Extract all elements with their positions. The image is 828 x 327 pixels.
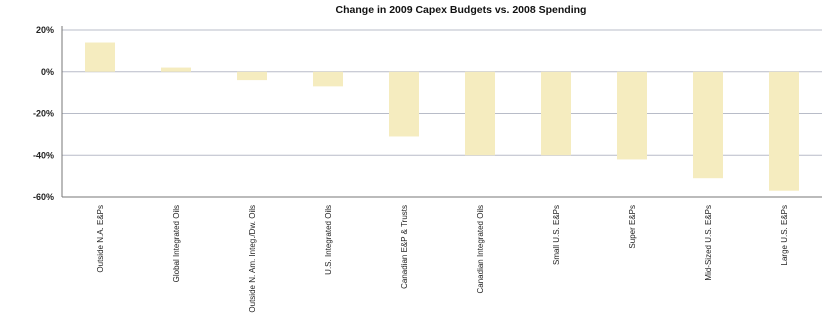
chart-title: Change in 2009 Capex Budgets vs. 2008 Sp… xyxy=(336,4,587,16)
category-label: Outside N.A. E&Ps xyxy=(96,205,105,273)
y-tick-label: -40% xyxy=(33,150,54,160)
bars xyxy=(85,42,799,191)
category-label: Canadian Integrated Oils xyxy=(476,205,485,294)
category-label: Large U.S. E&Ps xyxy=(780,205,789,265)
y-tick-label: -60% xyxy=(33,192,54,202)
y-tick-labels: 20% 0% -20% -40% -60% xyxy=(33,25,54,202)
bar xyxy=(465,71,495,156)
category-labels: Outside N.A. E&Ps Global Integrated Oils O… xyxy=(96,205,789,313)
bar xyxy=(313,71,343,87)
bar xyxy=(389,71,419,137)
category-label: Canadian E&P & Trusts xyxy=(400,205,409,289)
y-tick-label: -20% xyxy=(33,109,54,119)
bar xyxy=(85,42,115,72)
bar xyxy=(617,71,647,160)
bar xyxy=(541,71,571,156)
bar xyxy=(161,67,191,72)
y-tick-label: 0% xyxy=(41,67,54,77)
bar xyxy=(693,71,723,179)
axes xyxy=(61,26,822,198)
category-label: Mid-Sized U.S. E&Ps xyxy=(704,205,713,281)
bar xyxy=(769,71,799,191)
bar xyxy=(237,71,267,81)
y-tick-label: 20% xyxy=(36,25,54,35)
category-label: Super E&Ps xyxy=(628,205,637,249)
category-label: Global Integrated Oils xyxy=(172,205,181,282)
category-label: Small U.S. E&Ps xyxy=(552,205,561,265)
category-label: Outside N. Am. Integ./Dw. Oils xyxy=(248,205,257,313)
category-label: U.S. Integrated Oils xyxy=(324,205,333,275)
